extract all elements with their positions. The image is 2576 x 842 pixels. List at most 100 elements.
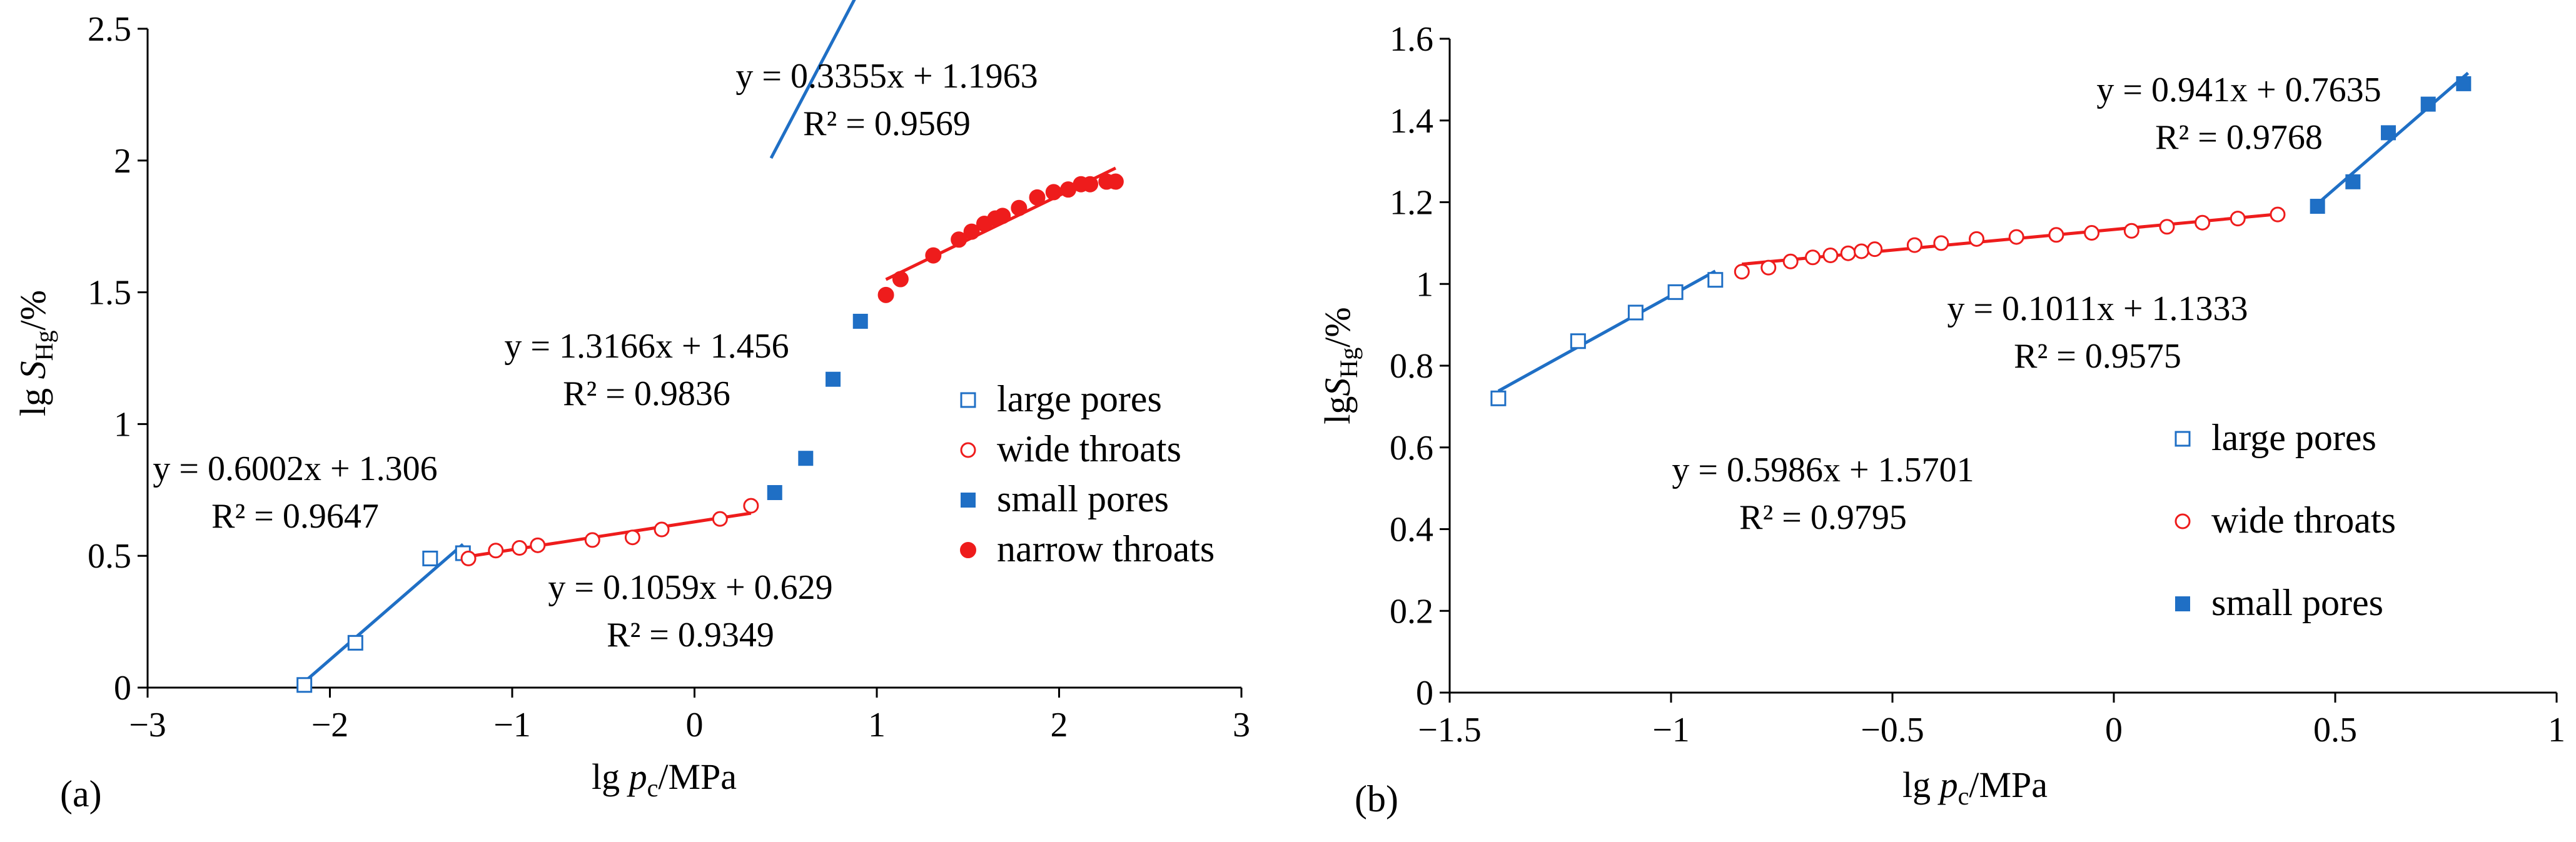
data-point bbox=[1933, 235, 1949, 251]
x-tick-label: −2 bbox=[311, 706, 349, 744]
legend-label: wide throats bbox=[997, 428, 1181, 469]
data-point bbox=[488, 543, 504, 559]
trendline-r2: R² = 0.9349 bbox=[607, 616, 774, 654]
trendline-equation: y = 0.5986x + 1.5701 bbox=[1672, 451, 1974, 489]
trendline bbox=[462, 511, 752, 559]
data-point bbox=[743, 498, 759, 514]
legend-marker bbox=[961, 493, 976, 508]
y-axis-title-prefix: lg bbox=[13, 379, 53, 416]
x-tick-label: 0 bbox=[2105, 711, 2123, 749]
x-tick-label: 0 bbox=[686, 706, 704, 744]
data-point bbox=[2195, 214, 2211, 231]
legend-marker bbox=[960, 542, 976, 558]
data-point bbox=[877, 286, 894, 303]
data-point bbox=[1490, 390, 1507, 406]
x-axis-title-unit: /MPa bbox=[1969, 764, 2048, 805]
data-point bbox=[2008, 229, 2024, 245]
data-point bbox=[1822, 247, 1839, 263]
data-point bbox=[1627, 304, 1644, 321]
trendline-equation: y = 0.3355x + 1.1963 bbox=[735, 57, 1038, 96]
trendline-r2: R² = 0.9575 bbox=[2014, 337, 2181, 376]
data-point bbox=[767, 485, 782, 501]
trendline-r2: R² = 0.9768 bbox=[2155, 118, 2323, 157]
y-tick-label: 1.4 bbox=[1390, 102, 1433, 141]
x-tick-label: −1.5 bbox=[1418, 711, 1482, 749]
data-point bbox=[1667, 284, 1684, 300]
data-point bbox=[654, 521, 670, 538]
data-point bbox=[1707, 272, 1724, 288]
trendline-equation: y = 0.941x + 0.7635 bbox=[2096, 71, 2381, 109]
x-axis-title-prefix: lg bbox=[592, 756, 629, 797]
data-point bbox=[1011, 199, 1028, 216]
y-tick-label: 0.5 bbox=[88, 537, 131, 576]
legend-label: wide throats bbox=[2211, 499, 2396, 541]
y-axis-title-variable: S bbox=[13, 361, 53, 379]
data-point bbox=[1029, 189, 1046, 206]
trendline bbox=[769, 0, 856, 159]
x-axis-title-subscript: c bbox=[647, 774, 659, 802]
data-point bbox=[2230, 211, 2246, 227]
y-tick-label: 1.6 bbox=[1390, 20, 1433, 59]
data-point bbox=[2084, 225, 2100, 241]
trendline-equation: y = 0.1059x + 0.629 bbox=[548, 568, 832, 607]
data-point bbox=[1734, 264, 1750, 280]
data-point bbox=[2456, 76, 2472, 91]
legend-marker bbox=[960, 392, 976, 408]
y-tick-label: 0.2 bbox=[1390, 592, 1433, 631]
x-tick-label: 3 bbox=[1233, 706, 1250, 744]
data-point bbox=[1840, 245, 1856, 261]
y-axis-title: lg SHg/% bbox=[13, 290, 58, 416]
legend-marker bbox=[2174, 431, 2191, 447]
legend-label: small pores bbox=[2211, 582, 2383, 623]
x-axis-title: lg pc/MPa bbox=[592, 756, 737, 802]
data-point bbox=[1867, 241, 1883, 258]
y-axis-title-unit: /% bbox=[13, 290, 53, 330]
trendline-equation: y = 0.6002x + 1.306 bbox=[153, 449, 437, 488]
data-point bbox=[2310, 199, 2325, 214]
data-point bbox=[2420, 96, 2436, 112]
data-point bbox=[712, 511, 728, 527]
data-point bbox=[1082, 176, 1099, 193]
y-axis-title-variable: S bbox=[1317, 378, 1358, 396]
x-axis-title: lg pc/MPa bbox=[1902, 764, 2048, 810]
legend-label: small pores bbox=[997, 478, 1169, 519]
y-axis-title: lgSHg/% bbox=[1317, 307, 1363, 424]
data-point bbox=[1853, 243, 1869, 259]
data-point bbox=[624, 529, 640, 546]
y-axis-title-unit: /% bbox=[1317, 307, 1358, 347]
y-tick-label: 1 bbox=[1416, 265, 1433, 304]
data-point bbox=[296, 677, 313, 693]
data-point bbox=[798, 451, 814, 466]
y-tick-label: 0 bbox=[114, 669, 131, 708]
data-point bbox=[1906, 237, 1922, 253]
x-tick-label: −0.5 bbox=[1861, 711, 1924, 749]
x-axis-title-variable: p bbox=[1937, 764, 1958, 805]
data-point bbox=[951, 231, 967, 248]
data-point bbox=[1760, 259, 1777, 276]
legend-label: narrow throats bbox=[997, 528, 1215, 569]
trendline-r2: R² = 0.9647 bbox=[211, 497, 379, 536]
x-axis-title-prefix: lg bbox=[1902, 764, 1940, 805]
trendline-equation: y = 0.1011x + 1.1333 bbox=[1947, 289, 2248, 328]
data-point bbox=[530, 537, 546, 553]
legend-marker bbox=[960, 442, 976, 458]
data-point bbox=[1107, 173, 1124, 190]
data-point bbox=[1805, 249, 1821, 266]
data-point bbox=[2345, 174, 2361, 189]
legend-marker bbox=[2175, 596, 2190, 611]
data-point bbox=[460, 550, 477, 566]
data-point bbox=[1969, 231, 1985, 247]
data-point bbox=[1570, 333, 1586, 349]
trendline-r2: R² = 0.9569 bbox=[803, 104, 971, 143]
data-point bbox=[2048, 227, 2064, 243]
x-tick-label: 0.5 bbox=[2313, 711, 2357, 749]
data-point bbox=[347, 634, 363, 651]
y-axis-title-subscript: Hg bbox=[30, 330, 58, 361]
data-point bbox=[994, 208, 1011, 224]
y-tick-label: 2.5 bbox=[88, 10, 131, 49]
panel-a: −3 −2 −1 0 1 2 3 0 0.5 1 1.5 2 2.5 y = 0.6002x + 1.30… bbox=[13, 0, 1250, 814]
data-point bbox=[2159, 219, 2175, 235]
data-point bbox=[892, 271, 909, 288]
x-axis-title-subscript: c bbox=[1958, 782, 1969, 810]
